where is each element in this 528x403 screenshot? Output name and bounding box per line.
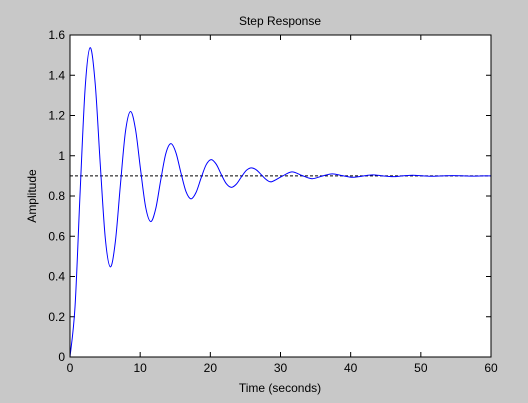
plot-area [70, 35, 491, 357]
y-tick-label: 1.2 [48, 109, 65, 123]
y-tick-label: 1 [58, 149, 65, 163]
y-axis-label: Amplitude [25, 169, 39, 223]
y-tick-label: 1.6 [48, 28, 65, 42]
x-tick-label: 30 [274, 361, 288, 375]
x-tick-label: 0 [67, 361, 74, 375]
x-tick-label: 40 [344, 361, 358, 375]
y-tick-label: 0.6 [48, 229, 65, 243]
x-tick-label: 20 [204, 361, 218, 375]
x-tick-label: 50 [414, 361, 428, 375]
y-tick-label: 0.8 [48, 189, 65, 203]
x-tick-label: 10 [133, 361, 147, 375]
axes-box [69, 34, 492, 358]
y-tick-label: 0.2 [48, 310, 65, 324]
y-tick-label: 1.4 [48, 68, 65, 82]
chart-title: Step Response [239, 14, 321, 28]
y-tick-label: 0 [58, 350, 65, 364]
x-axis-label: Time (seconds) [239, 381, 321, 395]
response-line [69, 47, 492, 358]
y-tick-label: 0.4 [48, 270, 65, 284]
x-tick-label: 60 [484, 361, 498, 375]
